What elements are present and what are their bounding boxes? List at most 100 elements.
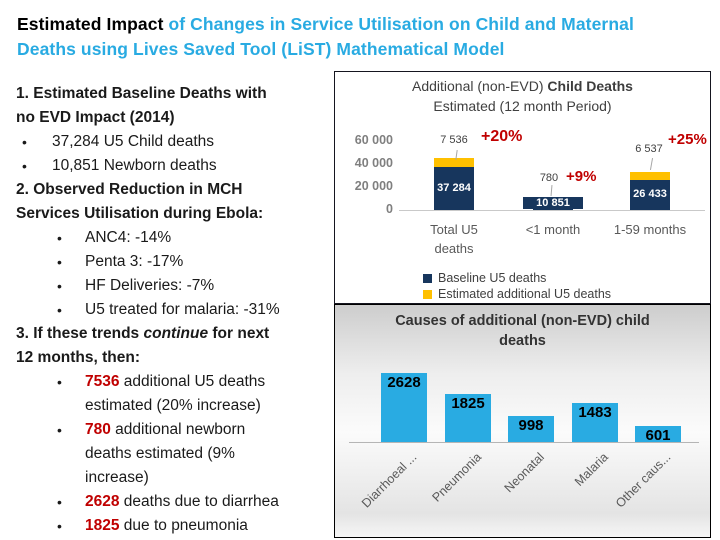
text-line: • 37,284 U5 Child deaths — [14, 130, 336, 154]
bullet-marker: • — [57, 230, 62, 246]
bar-value-label: 998 — [518, 416, 544, 434]
cause-bar — [381, 372, 427, 442]
text-segment: 2. Observed Reduction in MCH — [16, 181, 243, 198]
slide-title: Estimated Impact of Changes in Service U… — [17, 12, 711, 62]
slide-title-line1: Estimated Impact of Changes in Service U… — [17, 12, 711, 37]
bullet-marker: • — [57, 422, 62, 438]
x-axis-category-label: Diarrhoeal ... — [359, 449, 420, 511]
text-line: estimated (20% increase) — [14, 394, 336, 418]
text-segment: ANC4: -14% — [85, 229, 172, 246]
additional-bar-segment — [434, 158, 474, 167]
additional-value-label: 780 — [539, 172, 559, 184]
text-line: 3. If these trends continue for next — [14, 322, 336, 346]
text-segment: estimated (20% increase) — [85, 397, 261, 414]
text-line: • 7536 additional U5 deaths — [14, 370, 336, 394]
text-line: • 780 additional newborn — [14, 418, 336, 442]
text-line: • U5 treated for malaria: -31% — [14, 298, 336, 322]
bullet-marker: • — [22, 158, 27, 174]
bullet-marker: • — [57, 278, 62, 294]
text-segment: additional U5 deaths — [119, 373, 266, 390]
text-line: 2. Observed Reduction in MCH — [14, 178, 336, 202]
text-line: increase) — [14, 466, 336, 490]
text-segment: HF Deliveries: -7% — [85, 277, 215, 294]
chart-title: Additional (non-EVD) Child Deaths Estimat… — [412, 78, 633, 114]
baseline-value-label: 10 851 — [523, 197, 583, 209]
slide-title-line2: Deaths using Lives Saved Tool (LiST) Mat… — [17, 39, 505, 59]
text-line: • 2628 deaths due to diarrhea — [14, 490, 336, 514]
cause-bar — [572, 402, 618, 442]
text-segment: due to pneumonia — [119, 517, 248, 534]
legend-label: Estimated additional U5 deaths — [438, 287, 612, 301]
legend-label: Baseline U5 deaths — [438, 271, 547, 285]
additional-value-label: 6 537 — [635, 143, 663, 155]
percent-increase-label: +25% — [668, 131, 707, 148]
leader-line — [550, 184, 553, 197]
text-segment: continue — [143, 325, 209, 342]
cause-bar — [508, 415, 554, 442]
bullet-marker: • — [57, 374, 62, 390]
baseline-value-label: 37 284 — [437, 181, 471, 194]
text-segment: 12 months, then: — [16, 349, 141, 366]
summary-text-panel: 1. Estimated Baseline Deaths with no EVD … — [14, 82, 336, 538]
y-axis-tick-label: 60 000 — [354, 133, 393, 147]
x-axis-category-label: Malaria — [572, 449, 611, 489]
bullet-marker: • — [57, 254, 62, 270]
bullet-marker: • — [57, 518, 62, 534]
text-line: • Penta 3: -17% — [14, 250, 336, 274]
text-segment: 10,851 Newborn deaths — [52, 157, 217, 174]
leader-line — [649, 158, 654, 170]
text-segment: additional newborn — [110, 421, 246, 438]
text-line: • HF Deliveries: -7% — [14, 274, 336, 298]
text-line: 12 months, then: — [14, 346, 336, 370]
text-line: • 1825 due to pneumonia — [14, 514, 336, 538]
bar-value-label: 1483 — [578, 403, 612, 421]
highlight-number: 1825 — [85, 517, 120, 534]
legend-swatch — [423, 289, 432, 299]
text-segment: 1. Estimated Baseline Deaths with — [16, 85, 267, 102]
x-axis-category-label: Total U5 deaths — [430, 222, 478, 256]
text-line: • ANC4: -14% — [14, 226, 336, 250]
highlight-number: 2628 — [85, 493, 120, 510]
x-axis-category-label: 1-59 months — [613, 222, 687, 237]
text-segment: deaths due to diarrhea — [119, 493, 279, 510]
bullet-marker: • — [22, 134, 27, 150]
legend-swatch — [423, 273, 432, 283]
highlight-number: 780 — [85, 421, 111, 438]
bar-value-label: 601 — [645, 426, 671, 444]
baseline-bar-segment — [630, 180, 670, 210]
text-line: Services Utilisation during Ebola: — [14, 202, 336, 226]
chart-title: Causes of additional (non-EVD) child deat… — [395, 312, 650, 349]
legend-item: Baseline U5 deaths — [423, 271, 546, 285]
bullet-marker: • — [57, 302, 62, 318]
legend-item: Estimated additional U5 deaths — [423, 287, 611, 301]
y-axis-tick-label: 0 — [386, 202, 393, 216]
x-axis-line — [399, 210, 705, 211]
x-axis-category-label: Pneumonia — [429, 449, 484, 505]
percent-increase-label: +9% — [566, 168, 597, 185]
y-axis-tick-label: 20 000 — [354, 179, 393, 193]
text-segment: for next — [208, 325, 270, 342]
cause-bar — [445, 393, 491, 442]
highlight-number: 7536 — [85, 373, 120, 390]
text-segment: increase) — [85, 469, 149, 486]
percent-increase-label: +20% — [481, 128, 523, 145]
text-segment: no EVD Impact (2014) — [16, 109, 175, 126]
text-segment: deaths estimated (9% — [85, 445, 235, 462]
text-segment: Services Utilisation during Ebola: — [16, 205, 264, 222]
baseline-value-label: 26 433 — [633, 188, 667, 200]
stacked-bar-chart-additional-child-deaths: Additional (non-EVD) Child Deaths Estimat… — [334, 71, 711, 304]
text-line: no EVD Impact (2014) — [14, 106, 336, 130]
chart-title-bold: Child Deaths — [547, 78, 633, 94]
text-segment: 37,284 U5 Child deaths — [52, 133, 215, 150]
slide-title-blue-part: of Changes in Service Utilisation on Chi… — [163, 14, 634, 34]
x-axis-line — [349, 441, 699, 443]
slide-title-black-part: Estimated Impact — [17, 14, 164, 34]
text-line: • 10,851 Newborn deaths — [14, 154, 336, 178]
text-line: deaths estimated (9% — [14, 442, 336, 466]
additional-bar-segment — [630, 172, 670, 180]
bar-value-label: 1825 — [451, 394, 485, 412]
bar-chart-causes-of-deaths: Causes of additional (non-EVD) child deat… — [334, 303, 711, 538]
text-segment: U5 treated for malaria: -31% — [85, 301, 280, 318]
chart-title-normal: Additional (non-EVD) — [412, 78, 548, 94]
x-axis-category-label: Neonatal — [501, 449, 547, 495]
